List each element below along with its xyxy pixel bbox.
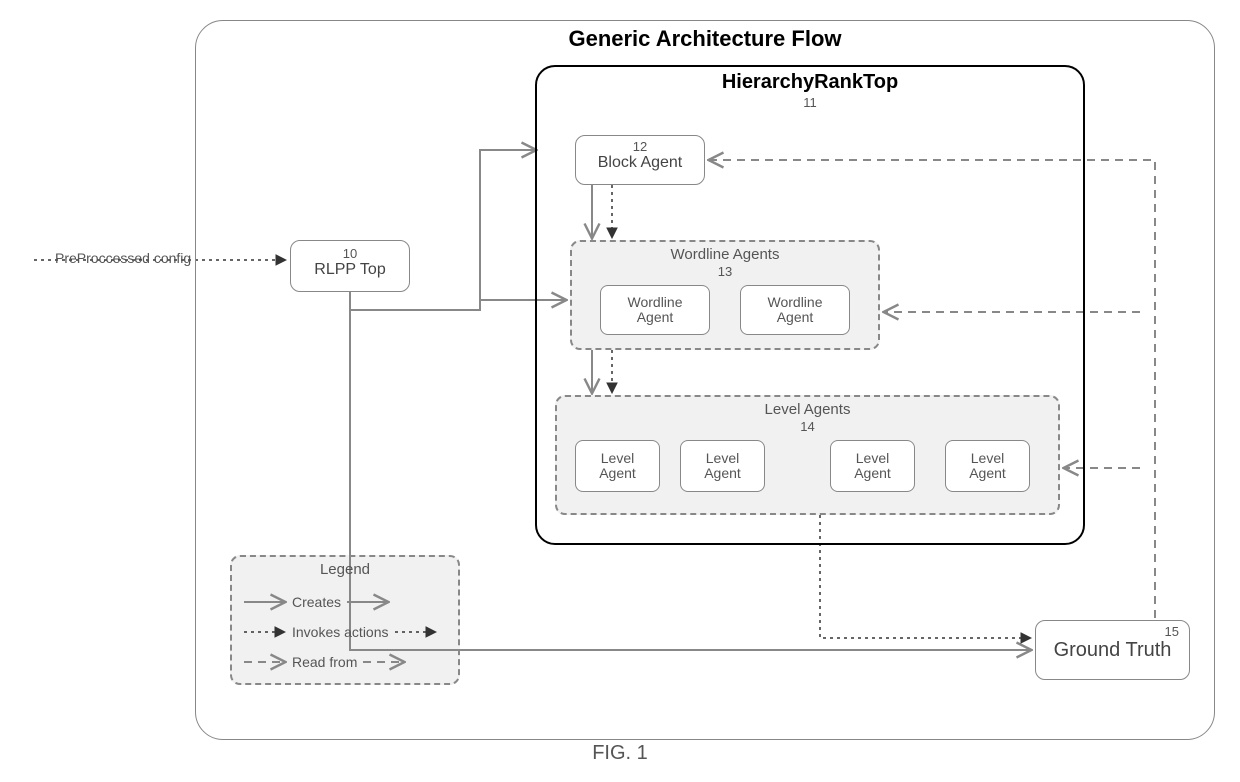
level-group-number: 14 [557, 419, 1058, 434]
rlpp-top-label: RLPP Top [291, 261, 409, 279]
legend-label: Creates [288, 594, 345, 610]
legend-row: Creates [242, 591, 448, 613]
ground-truth-number: 15 [1036, 625, 1189, 639]
wordline-group-number: 13 [572, 264, 878, 279]
level-group-title: Level Agents [557, 401, 1058, 418]
level-agent-item: Level Agent [830, 440, 915, 492]
block-agent-number: 12 [576, 140, 704, 154]
level-agent-item: Level Agent [680, 440, 765, 492]
legend-title: Legend [232, 561, 458, 578]
hierarchy-number: 11 [535, 95, 1085, 110]
legend-line-right [393, 622, 439, 642]
ground-truth-node: 15 Ground Truth [1035, 620, 1190, 680]
legend-label: Read from [288, 654, 361, 670]
wordline-group-title: Wordline Agents [572, 246, 878, 263]
level-agent-item: Level Agent [575, 440, 660, 492]
block-agent-node: 12 Block Agent [575, 135, 705, 185]
legend-row: Invokes actions [242, 621, 448, 643]
legend-line-left [242, 622, 288, 642]
legend-line-right [361, 652, 407, 672]
ground-truth-label: Ground Truth [1036, 639, 1189, 662]
level-agent-item: Level Agent [945, 440, 1030, 492]
wordline-agent-item: Wordline Agent [600, 285, 710, 335]
rlpp-top-node: 10 RLPP Top [290, 240, 410, 292]
legend-box: Legend Creates Invokes actions Read from [230, 555, 460, 685]
legend-row: Read from [242, 651, 448, 673]
diagram-title: Generic Architecture Flow [195, 26, 1215, 52]
block-agent-label: Block Agent [576, 154, 704, 172]
legend-line-right [345, 592, 391, 612]
legend-line-left [242, 592, 288, 612]
legend-label: Invokes actions [288, 624, 393, 640]
preprocessed-config-label: PreProccessed config [55, 250, 191, 266]
figure-caption: FIG. 1 [0, 742, 1240, 765]
legend-line-left [242, 652, 288, 672]
hierarchy-title: HierarchyRankTop [535, 71, 1085, 94]
wordline-agent-item: Wordline Agent [740, 285, 850, 335]
rlpp-top-number: 10 [291, 247, 409, 261]
